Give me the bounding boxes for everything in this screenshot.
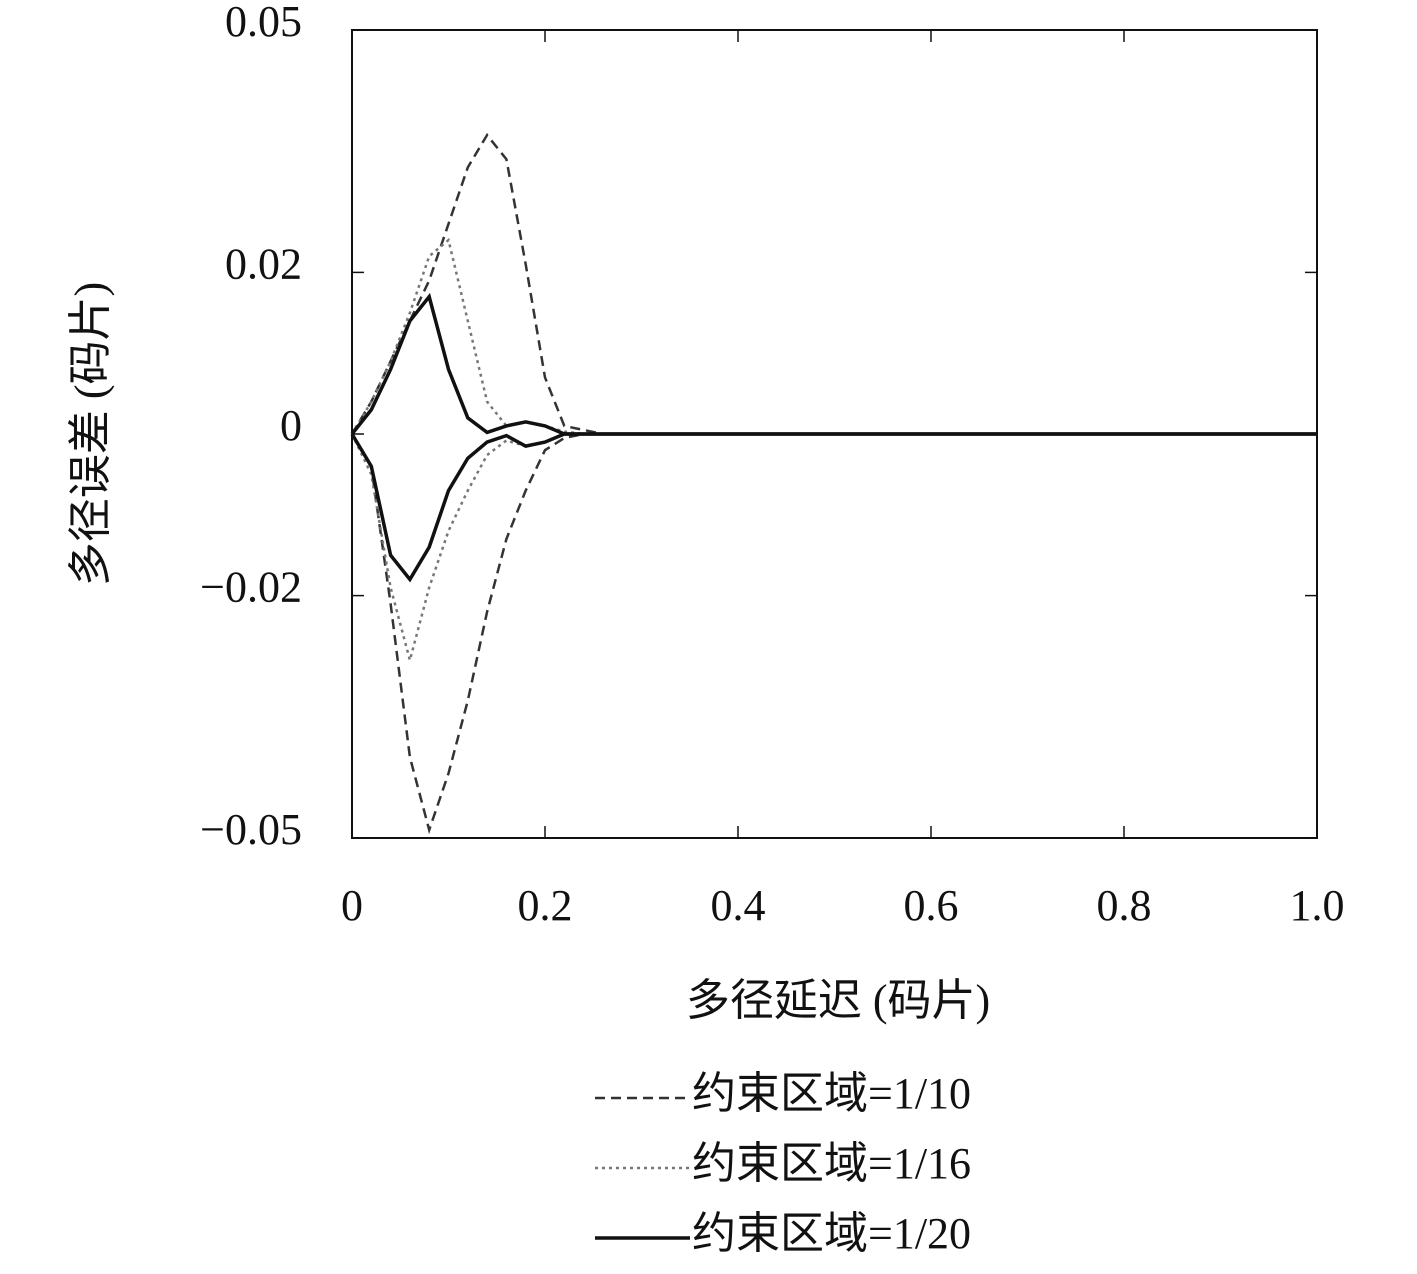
y-tick-label: −0.02: [200, 563, 302, 612]
series-line: [350, 132, 1317, 436]
series-line: [350, 432, 1317, 583]
series-line: [350, 237, 1317, 436]
x-axis-label: 多径延迟 (码片): [686, 976, 990, 1025]
y-tick-label: 0.02: [225, 239, 302, 288]
legend-label: 约束区域=1/20: [692, 1209, 971, 1258]
y-axis-label: 多径误差 (码片): [66, 282, 115, 586]
y-tick-label: 0: [280, 401, 302, 450]
legend-label: 约束区域=1/10: [692, 1069, 971, 1118]
series-line: [350, 432, 1317, 835]
x-tick-label: 0: [341, 881, 363, 930]
x-tick-label: 1.0: [1290, 881, 1345, 930]
series-line: [350, 432, 1317, 666]
x-tick-label: 0.6: [904, 881, 959, 930]
y-tick-label: −0.05: [200, 805, 302, 854]
y-tick-label: 0.05: [225, 0, 302, 46]
x-tick-label: 0.4: [711, 881, 766, 930]
x-tick-label: 0.2: [518, 881, 573, 930]
legend-label: 约束区域=1/16: [692, 1139, 971, 1188]
x-tick-label: 0.8: [1097, 881, 1152, 930]
